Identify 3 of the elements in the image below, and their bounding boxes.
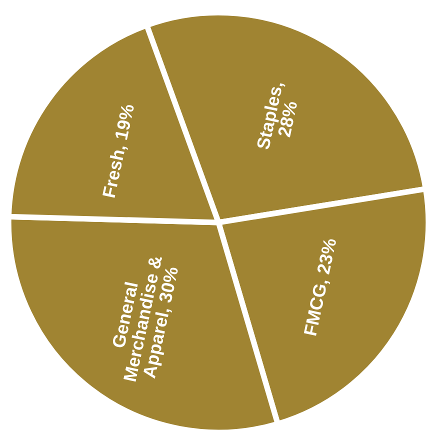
slice-label: Staples, 28%: [256, 81, 298, 151]
slice-label: FMCG, 23%: [304, 238, 340, 336]
slice-label: Fresh, 19%: [102, 103, 137, 198]
